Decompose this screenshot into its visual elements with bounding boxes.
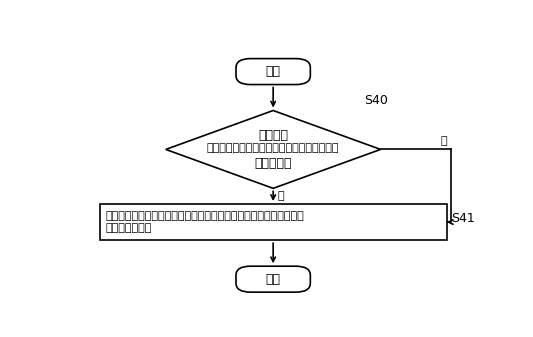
FancyBboxPatch shape — [236, 266, 310, 292]
Text: 是: 是 — [277, 191, 284, 201]
FancyBboxPatch shape — [236, 59, 310, 85]
Text: 开始: 开始 — [265, 65, 281, 78]
Text: 结束: 结束 — [265, 273, 281, 286]
Text: 天气日期信息并实时分析是否有处于预设季节: 天气日期信息并实时分析是否有处于预设季节 — [207, 143, 340, 153]
Text: S41: S41 — [451, 212, 474, 225]
Text: S40: S40 — [364, 94, 388, 106]
Text: 控制旋转机构驱动停车平台进入匀速旋转状态并控制雾化喷头每隔预: 控制旋转机构驱动停车平台进入匀速旋转状态并控制雾化喷头每隔预 — [106, 211, 305, 221]
Text: 设时间喷洒液体: 设时间喷洒液体 — [106, 223, 152, 233]
Polygon shape — [166, 111, 381, 188]
Text: 的预设天气: 的预设天气 — [254, 157, 292, 170]
Bar — [100, 204, 447, 240]
Text: 否: 否 — [440, 136, 447, 146]
Text: 实时获取: 实时获取 — [258, 129, 288, 142]
